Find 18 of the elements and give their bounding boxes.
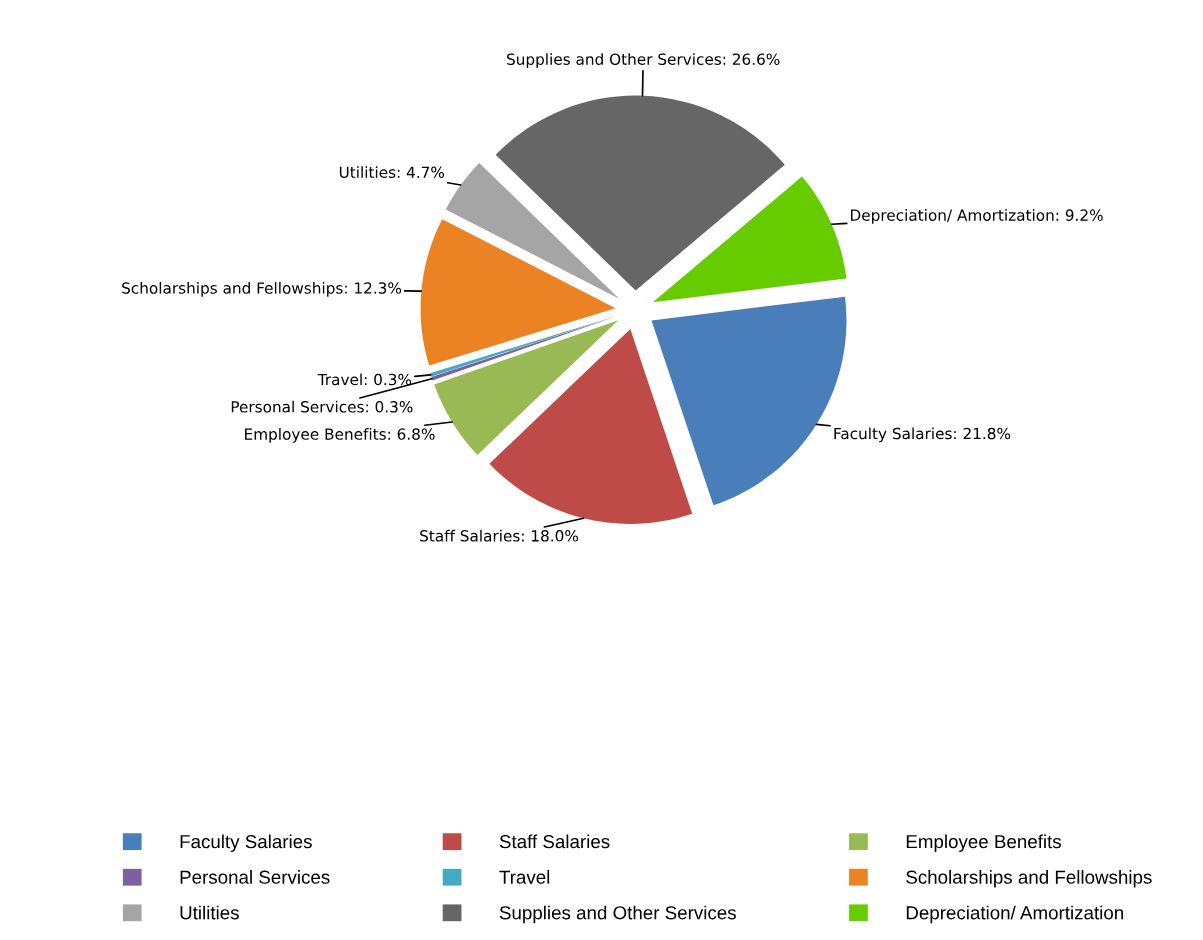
data-label: Travel: 0.3% bbox=[317, 373, 412, 386]
data-label: Utilities: 4.7% bbox=[339, 166, 445, 179]
legend-label: Travel bbox=[499, 870, 550, 884]
legend-label: Utilities bbox=[180, 905, 239, 920]
data-label: Depreciation/ Amortization: 9.2% bbox=[850, 209, 1103, 224]
data-label: Employee Benefits: 6.8% bbox=[245, 428, 435, 443]
data-label: Staff Salaries: 18.0% bbox=[420, 529, 579, 542]
legend-label: Depreciation/ Amortization bbox=[906, 905, 1123, 924]
legend-label: Personal Services bbox=[180, 870, 330, 884]
legend-label: Supplies and Other Services bbox=[499, 905, 736, 924]
data-label: Supplies and Other Services: 26.6% bbox=[507, 53, 780, 68]
data-label: Faculty Salaries: 21.8% bbox=[834, 427, 1011, 443]
legend-label: Staff Salaries bbox=[499, 834, 610, 849]
data-label: Personal Services: 0.3% bbox=[231, 400, 413, 413]
legend-label: Employee Benefits bbox=[906, 834, 1061, 852]
legend-label: Faculty Salaries bbox=[180, 834, 312, 852]
data-label: Scholarships and Fellowships: 12.3% bbox=[122, 281, 402, 297]
legend-label: Scholarships and Fellowships bbox=[906, 870, 1152, 888]
